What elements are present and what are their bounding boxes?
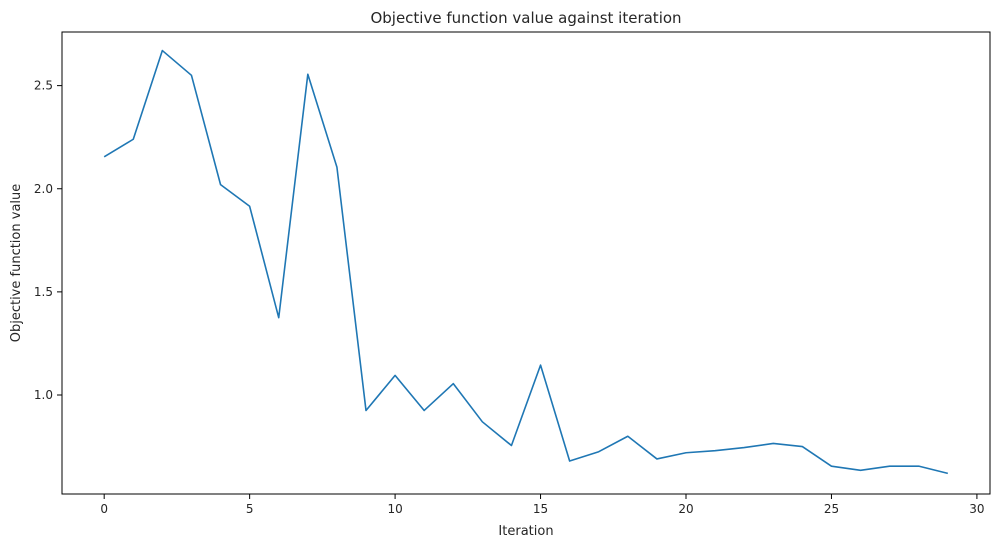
y-tick-label: 2.5: [34, 79, 53, 93]
x-tick-label: 10: [387, 502, 402, 516]
plot-area: 0 5 10 15 20 25 30 1.0 1.5 2.0 2.5: [34, 31, 991, 516]
x-tick-label: 5: [246, 502, 254, 516]
x-tick-label: 0: [100, 502, 108, 516]
x-tick-label: 20: [678, 502, 693, 516]
series-line: [103, 49, 949, 475]
x-axis-title: Iteration: [498, 524, 553, 539]
y-tick-label: 2.0: [34, 182, 53, 196]
y-tick-label: 1.0: [34, 388, 53, 402]
axes-frame: [61, 31, 991, 495]
x-axis: 0 5 10 15 20 25 30: [100, 494, 985, 516]
y-axis-title: Objective function value: [9, 184, 24, 343]
series-layer: [103, 49, 949, 475]
x-tick-label: 30: [969, 502, 984, 516]
y-axis: 1.0 1.5 2.0 2.5: [34, 79, 62, 402]
chart-title: Objective function value against iterati…: [370, 9, 681, 27]
y-tick-label: 1.5: [34, 285, 53, 299]
x-tick-label: 15: [533, 502, 548, 516]
x-tick-label: 25: [824, 502, 839, 516]
